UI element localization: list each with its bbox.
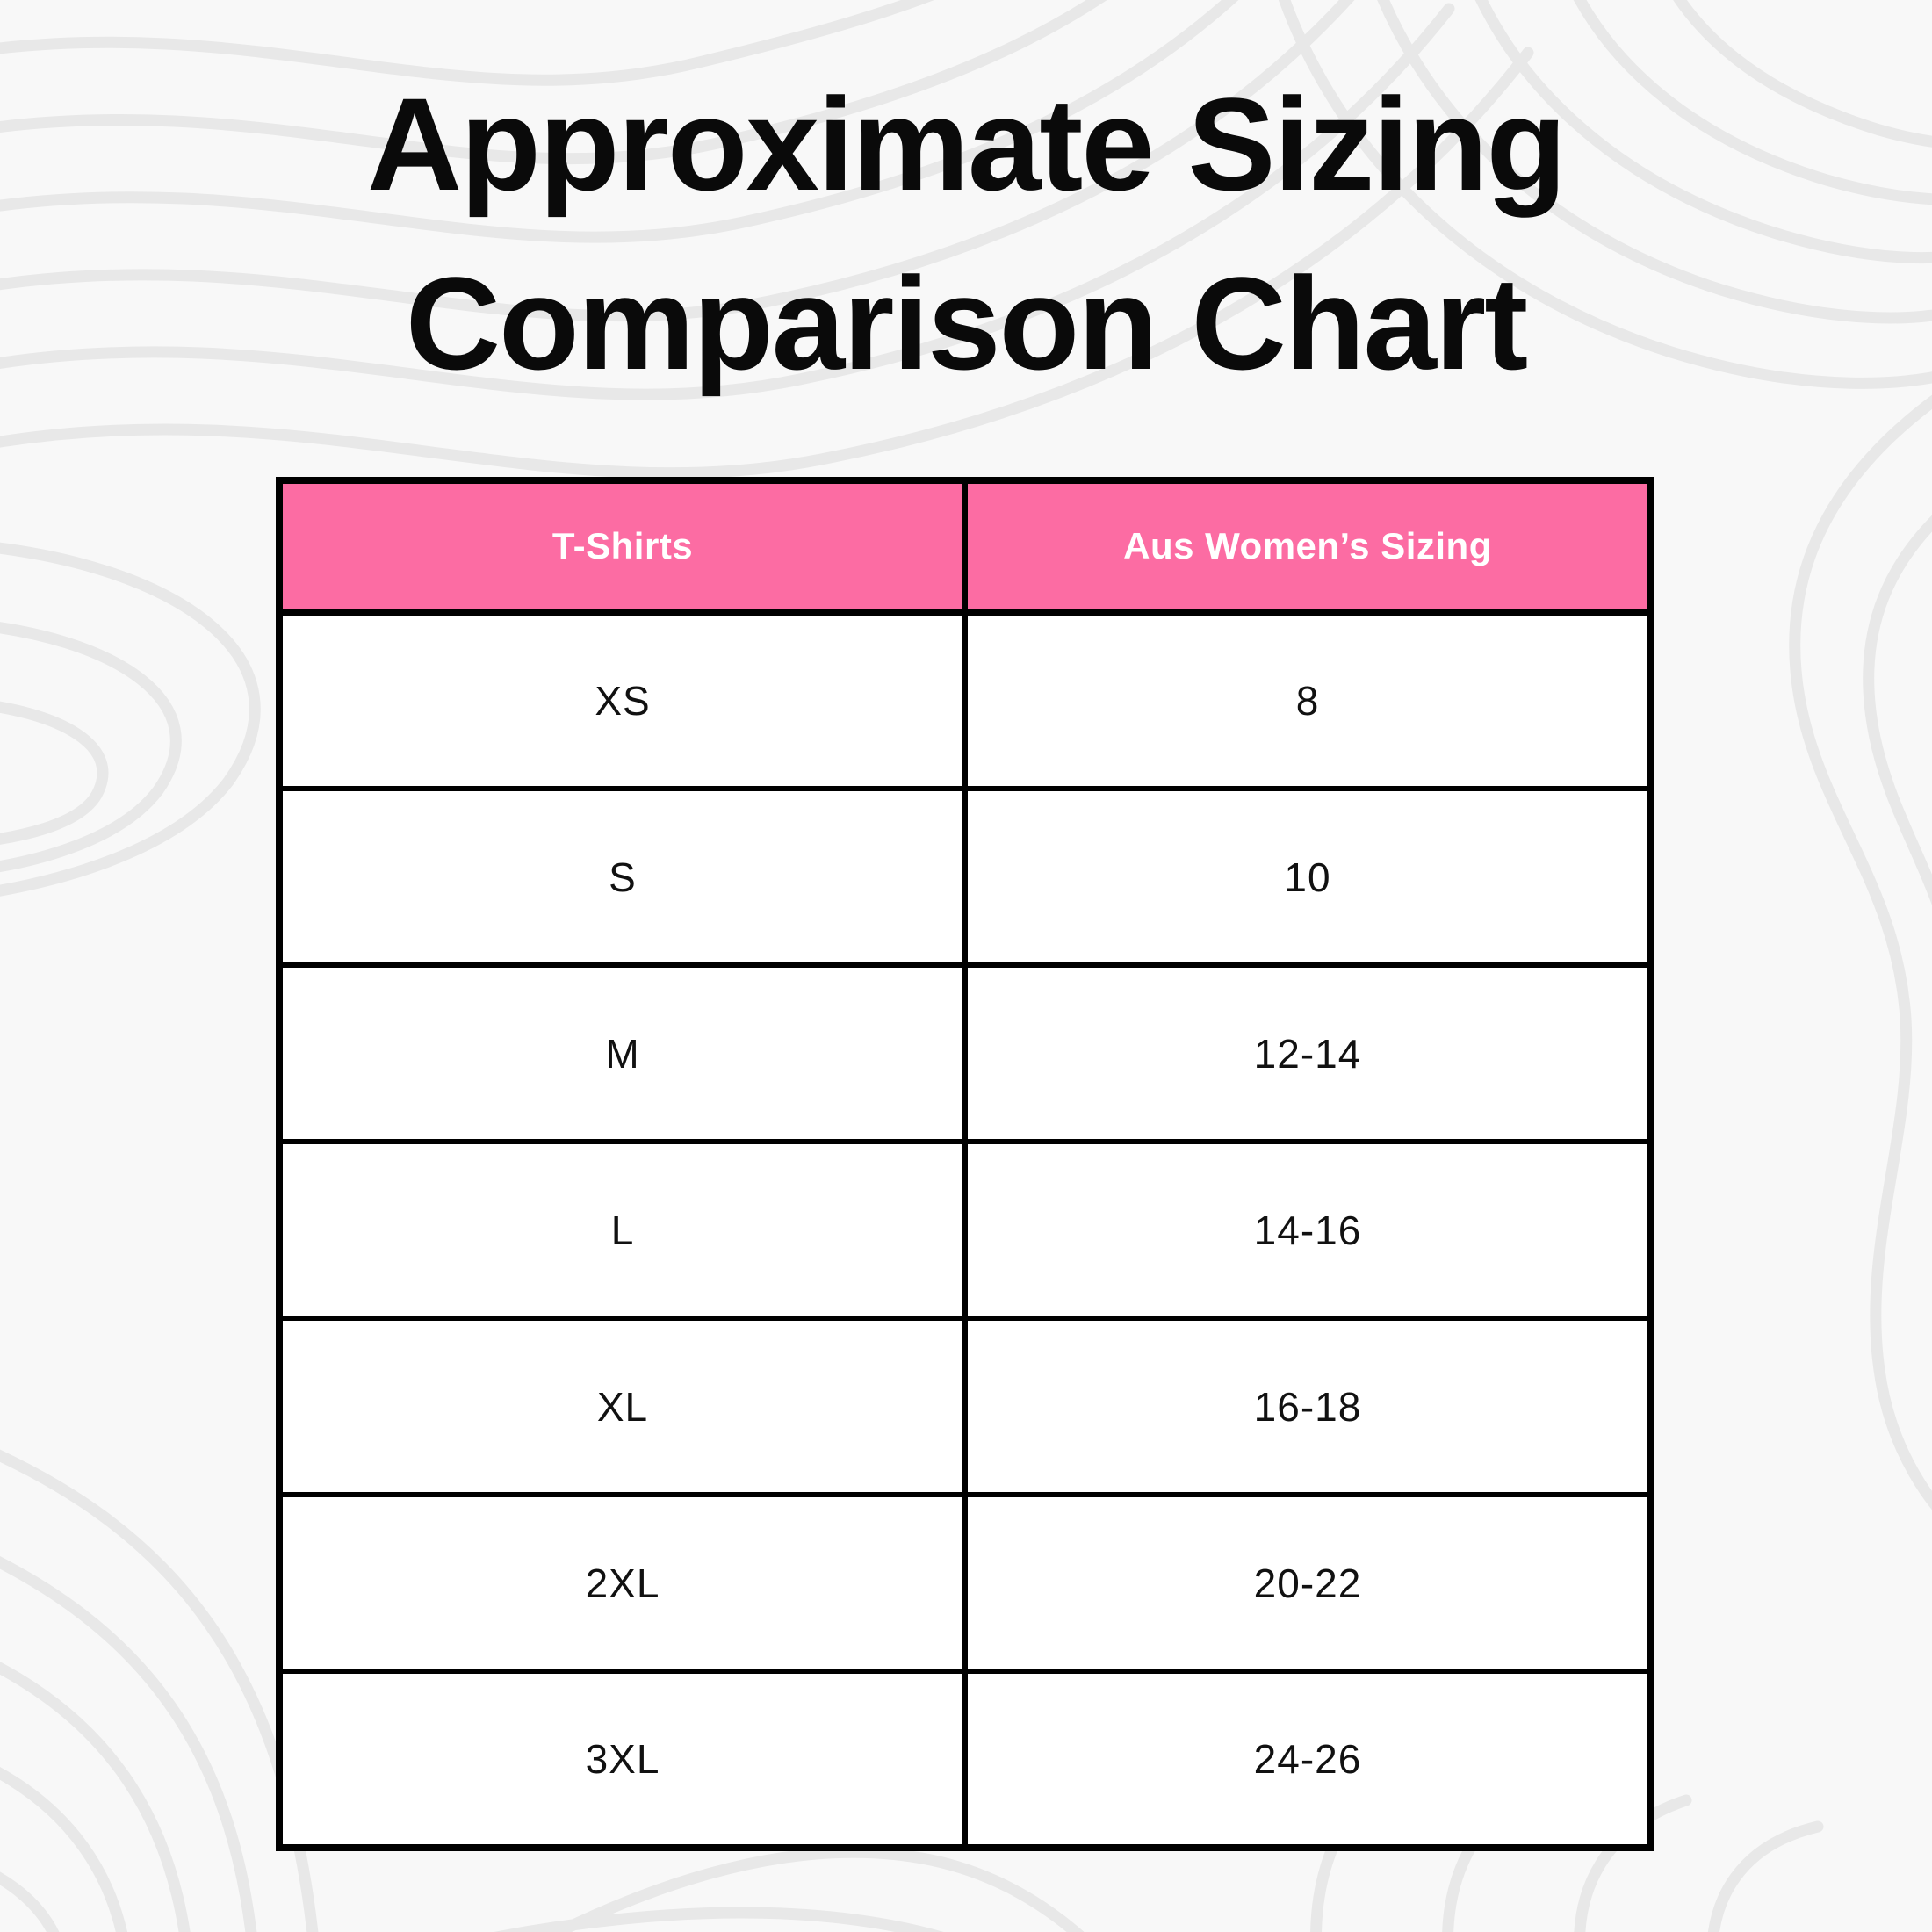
tshirt-size-cell: L <box>277 1139 968 1321</box>
table-row: XL 16-18 <box>277 1316 1654 1497</box>
sizing-comparison-table: T-Shirts Aus Women’s Sizing XS 8 S 10 M … <box>276 477 1654 1851</box>
title-line-2: Comparison Chart <box>405 249 1528 397</box>
tshirt-size-cell: 3XL <box>277 1669 968 1850</box>
page-title: Approximate Sizing Comparison Chart <box>0 54 1932 413</box>
aus-size-cell: 10 <box>962 786 1654 968</box>
table-row: L 14-16 <box>277 1139 1654 1321</box>
header-cell-aus-womens-sizing: Aus Women’s Sizing <box>962 478 1654 616</box>
aus-size-cell: 14-16 <box>962 1139 1654 1321</box>
table-row: 3XL 24-26 <box>277 1669 1654 1850</box>
table-row: S 10 <box>277 786 1654 968</box>
tshirt-size-cell: M <box>277 962 968 1144</box>
table-header-row: T-Shirts Aus Women’s Sizing <box>277 478 1654 616</box>
tshirt-size-cell: S <box>277 786 968 968</box>
aus-size-cell: 20-22 <box>962 1492 1654 1674</box>
table-row: 2XL 20-22 <box>277 1492 1654 1674</box>
header-cell-tshirts: T-Shirts <box>277 478 968 616</box>
aus-size-cell: 8 <box>962 609 1654 791</box>
table-row: XS 8 <box>277 609 1654 791</box>
aus-size-cell: 16-18 <box>962 1316 1654 1497</box>
tshirt-size-cell: XL <box>277 1316 968 1497</box>
tshirt-size-cell: 2XL <box>277 1492 968 1674</box>
aus-size-cell: 12-14 <box>962 962 1654 1144</box>
tshirt-size-cell: XS <box>277 609 968 791</box>
table-row: M 12-14 <box>277 962 1654 1144</box>
aus-size-cell: 24-26 <box>962 1669 1654 1850</box>
title-line-1: Approximate Sizing <box>366 70 1567 218</box>
